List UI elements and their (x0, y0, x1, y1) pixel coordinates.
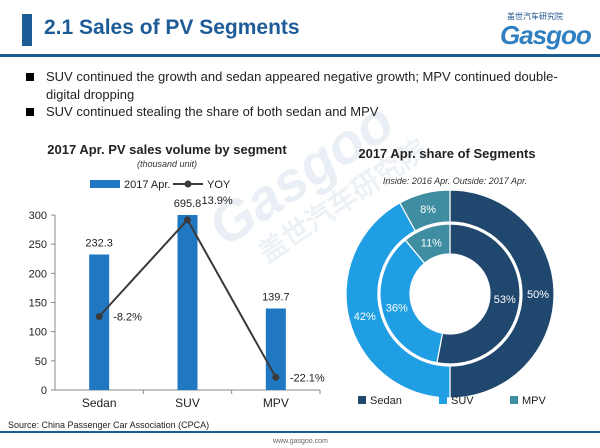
logo-chinese-text: 盖世汽车研究院 (507, 12, 563, 21)
square-bullet-icon (26, 108, 34, 116)
bar-plot-area: 300 250 200 150 100 50 0 232.3 Sedan 695.8 SUV 139.… (29, 195, 325, 410)
chart-title: 2017 Apr. PV sales volume by segment (47, 142, 287, 157)
legend-label: MPV (522, 395, 547, 407)
source-note: Source: China Passenger Car Association … (8, 420, 210, 430)
legend-bar-label: 2017 Apr. (124, 179, 171, 191)
y-tick-label: 0 (41, 385, 47, 397)
legend-label: Sedan (370, 395, 402, 407)
donut-slice-label: 11% (421, 237, 442, 249)
yoy-point (184, 216, 191, 224)
donut-slice-label: 42% (354, 311, 376, 323)
bullet-text: SUV continued the growth and sedan appea… (46, 69, 558, 102)
title-accent-bar (22, 14, 32, 46)
bullet-item: SUV continued the growth and sedan appea… (26, 68, 582, 104)
donut-slice-label: 8% (420, 204, 436, 216)
sales-volume-chart: 2017 Apr. PV sales volume by segment (th… (29, 142, 325, 410)
donut-slice-label: 36% (386, 303, 408, 315)
bullet-text: SUV continued stealing the share of both… (46, 104, 379, 119)
bar-value-label: 695.8 (174, 198, 202, 210)
legend-swatch-mpv (510, 396, 518, 404)
bar-value-label: 232.3 (85, 237, 113, 249)
yoy-value-label: -8.2% (113, 312, 142, 324)
donut-slice-label: 53% (494, 294, 516, 306)
donut-slice-inside-mpv (404, 223, 451, 265)
footer-url: www.gasgoo.com (273, 438, 328, 445)
legend-bar-swatch (90, 180, 120, 188)
donut-slice-inside-sedan (436, 223, 521, 365)
legend-line-label: YOY (207, 179, 231, 191)
donut-slice-inside-suv (379, 239, 444, 364)
chart-subtitle: (thousand unit) (137, 159, 197, 169)
segment-share-chart: 2017 Apr. share of Segments Inside: 2016… (345, 146, 555, 407)
yoy-value-label: 13.9% (202, 195, 233, 207)
donut-slice-outside-suv (345, 202, 451, 399)
y-tick-label: 250 (29, 239, 47, 251)
x-tick-label: Sedan (82, 396, 117, 410)
page-title: 2.1 Sales of PV Segments (44, 16, 300, 39)
y-tick-label: 200 (29, 268, 47, 280)
donut-title: 2017 Apr. share of Segments (358, 146, 535, 161)
square-bullet-icon (26, 73, 34, 81)
donut-slice-outside-sedan (449, 189, 555, 399)
x-tick-label: MPV (263, 396, 289, 410)
donut-subtitle: Inside: 2016 Apr. Outside: 2017 Apr. (383, 176, 527, 186)
donut-plot-area: 53% 36% 11% 50% 42% 8% (345, 189, 555, 399)
bullet-item: SUV continued stealing the share of both… (26, 103, 582, 121)
y-tick-label: 300 (29, 210, 47, 222)
donut-slice-label: 50% (527, 289, 549, 301)
y-tick-label: 100 (29, 327, 47, 339)
donut-legend: Sedan SUV MPV (358, 395, 547, 407)
legend-line-marker (184, 180, 192, 188)
footer-divider (0, 431, 600, 433)
legend-swatch-sedan (358, 396, 366, 404)
bar-suv (177, 215, 198, 390)
y-tick-label: 150 (29, 298, 47, 310)
legend-swatch-suv (439, 396, 447, 404)
yoy-value-label: -22.1% (290, 372, 325, 384)
legend-label: SUV (451, 395, 474, 407)
x-tick-label: SUV (175, 396, 200, 410)
y-tick-label: 50 (35, 356, 47, 368)
bar-sedan (89, 254, 110, 390)
header-divider (0, 54, 600, 57)
bar-value-label: 139.7 (262, 292, 290, 304)
yoy-point (95, 313, 103, 320)
yoy-point (272, 373, 280, 381)
gasgoo-logo: Gasgoo (500, 20, 592, 50)
donut-slice-outside-mpv (399, 189, 451, 232)
